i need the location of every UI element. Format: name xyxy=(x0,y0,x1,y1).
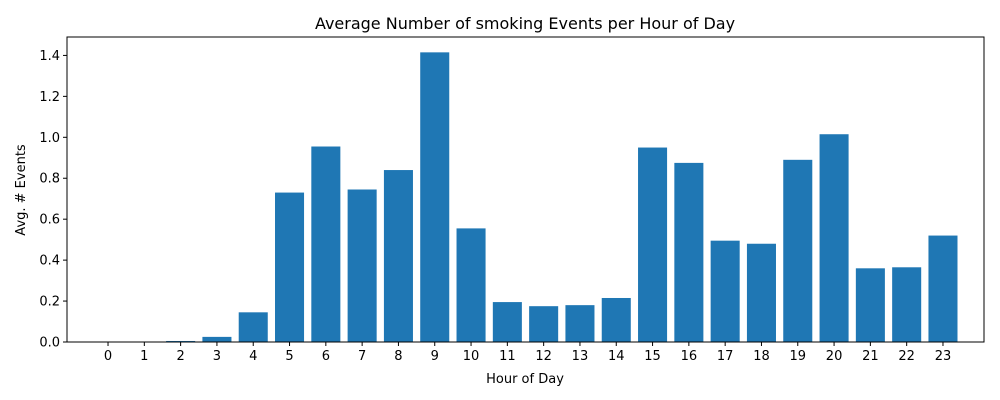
y-tick-label: 0.8 xyxy=(39,172,60,187)
x-tick-label: 1 xyxy=(140,349,148,364)
x-tick-label: 6 xyxy=(322,349,330,364)
x-tick-label: 12 xyxy=(535,349,552,364)
bar-hour-2 xyxy=(166,340,196,342)
bar-hour-13 xyxy=(565,305,595,342)
bar-hour-8 xyxy=(383,170,413,342)
bar-hour-9 xyxy=(420,52,450,342)
bar-hour-15 xyxy=(638,147,668,342)
x-tick-label: 13 xyxy=(572,349,589,364)
x-tick-label: 19 xyxy=(789,349,806,364)
bar-hour-5 xyxy=(275,192,305,342)
x-tick-label: 18 xyxy=(753,349,770,364)
x-tick-label: 5 xyxy=(285,349,293,364)
y-tick-label: 0.4 xyxy=(39,254,60,269)
y-tick-label: 0.2 xyxy=(39,295,60,310)
x-tick-label: 2 xyxy=(176,349,184,364)
x-tick-label: 8 xyxy=(394,349,402,364)
bar-hour-12 xyxy=(529,306,559,342)
bar-hour-10 xyxy=(456,228,486,342)
x-tick-label: 20 xyxy=(826,349,843,364)
y-tick-label: 0.0 xyxy=(39,336,60,351)
bar-hour-3 xyxy=(202,336,232,342)
y-tick-label: 1.4 xyxy=(39,49,60,64)
y-axis-title: Avg. # Events xyxy=(14,144,29,236)
bar-hour-17 xyxy=(710,240,740,342)
bar-hour-20 xyxy=(819,134,849,342)
x-tick-label: 3 xyxy=(213,349,221,364)
x-tick-label: 16 xyxy=(681,349,698,364)
chart-title: Average Number of smoking Events per Hou… xyxy=(315,14,735,33)
x-tick-label: 4 xyxy=(249,349,257,364)
bar-hour-18 xyxy=(746,243,776,342)
x-tick-label: 10 xyxy=(463,349,480,364)
x-axis-title: Hour of Day xyxy=(486,372,564,387)
bar-hour-4 xyxy=(238,312,268,342)
y-tick-label: 1.0 xyxy=(39,131,60,146)
x-axis: 0 1 2 3 4 5 6 7 8 9 10 11 12 13 14 15 16 17 18 19 20 21 22 23 xyxy=(104,342,951,364)
x-tick-label: 21 xyxy=(862,349,879,364)
x-tick-label: 7 xyxy=(358,349,366,364)
plot-area xyxy=(66,36,985,343)
y-tick-label: 0.6 xyxy=(39,213,60,228)
bar-hour-11 xyxy=(492,302,522,342)
x-tick-label: 14 xyxy=(608,349,625,364)
bar-hour-21 xyxy=(855,268,885,342)
x-tick-label: 11 xyxy=(499,349,516,364)
bar-hour-16 xyxy=(674,162,704,342)
x-tick-label: 17 xyxy=(717,349,734,364)
x-tick-label: 0 xyxy=(104,349,112,364)
y-axis: 0.0 0.2 0.4 0.6 0.8 1.0 1.2 1.4 xyxy=(39,49,67,351)
y-tick-label: 1.2 xyxy=(39,90,60,105)
plot-frame xyxy=(66,36,985,343)
x-tick-label: 22 xyxy=(898,349,915,364)
x-tick-label: 9 xyxy=(431,349,439,364)
bar-hour-22 xyxy=(892,267,922,342)
bar-hour-14 xyxy=(601,297,631,342)
x-tick-label: 23 xyxy=(935,349,952,364)
bar-hour-6 xyxy=(311,146,341,342)
x-tick-label: 15 xyxy=(644,349,661,364)
bar-hour-19 xyxy=(783,159,813,342)
bar-hour-7 xyxy=(347,189,377,342)
bar-hour-23 xyxy=(928,235,958,342)
